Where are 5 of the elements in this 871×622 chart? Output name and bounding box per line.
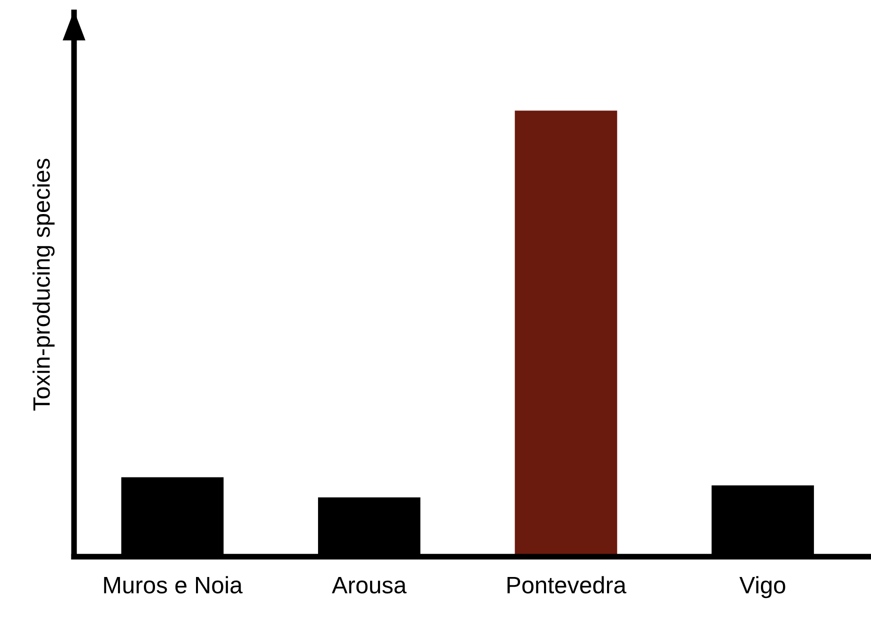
y-axis-title: Toxin-producing species — [32, 158, 55, 411]
x-tick-label: Arousa — [332, 577, 407, 594]
x-tick-label: Muros e Noia — [104, 576, 243, 594]
x-tick-label: Pontevedra — [508, 576, 626, 594]
x-tick-label: Vigo — [739, 576, 786, 598]
